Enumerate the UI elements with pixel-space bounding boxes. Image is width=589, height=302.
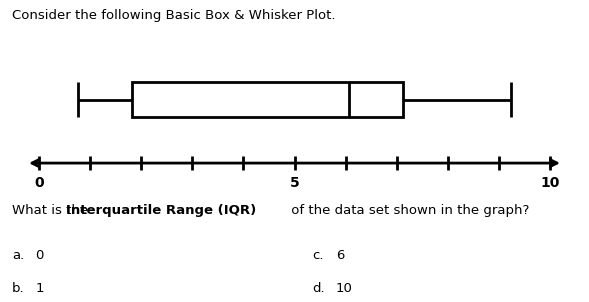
Text: 0: 0 <box>35 249 44 262</box>
Text: 5: 5 <box>290 176 299 190</box>
Text: What is the: What is the <box>12 204 92 217</box>
Text: d.: d. <box>312 282 325 295</box>
Text: 6: 6 <box>336 249 344 262</box>
Text: 10: 10 <box>541 176 560 190</box>
Bar <box>132 82 403 117</box>
Text: 0: 0 <box>34 176 44 190</box>
Text: Interquartile Range (IQR): Interquartile Range (IQR) <box>66 204 256 217</box>
Text: 10: 10 <box>336 282 353 295</box>
Text: a.: a. <box>12 249 24 262</box>
Text: Consider the following Basic Box & Whisker Plot.: Consider the following Basic Box & Whisk… <box>12 9 335 22</box>
Text: c.: c. <box>312 249 324 262</box>
Text: 1: 1 <box>35 282 44 295</box>
Text: of the data set shown in the graph?: of the data set shown in the graph? <box>287 204 530 217</box>
Text: b.: b. <box>12 282 24 295</box>
